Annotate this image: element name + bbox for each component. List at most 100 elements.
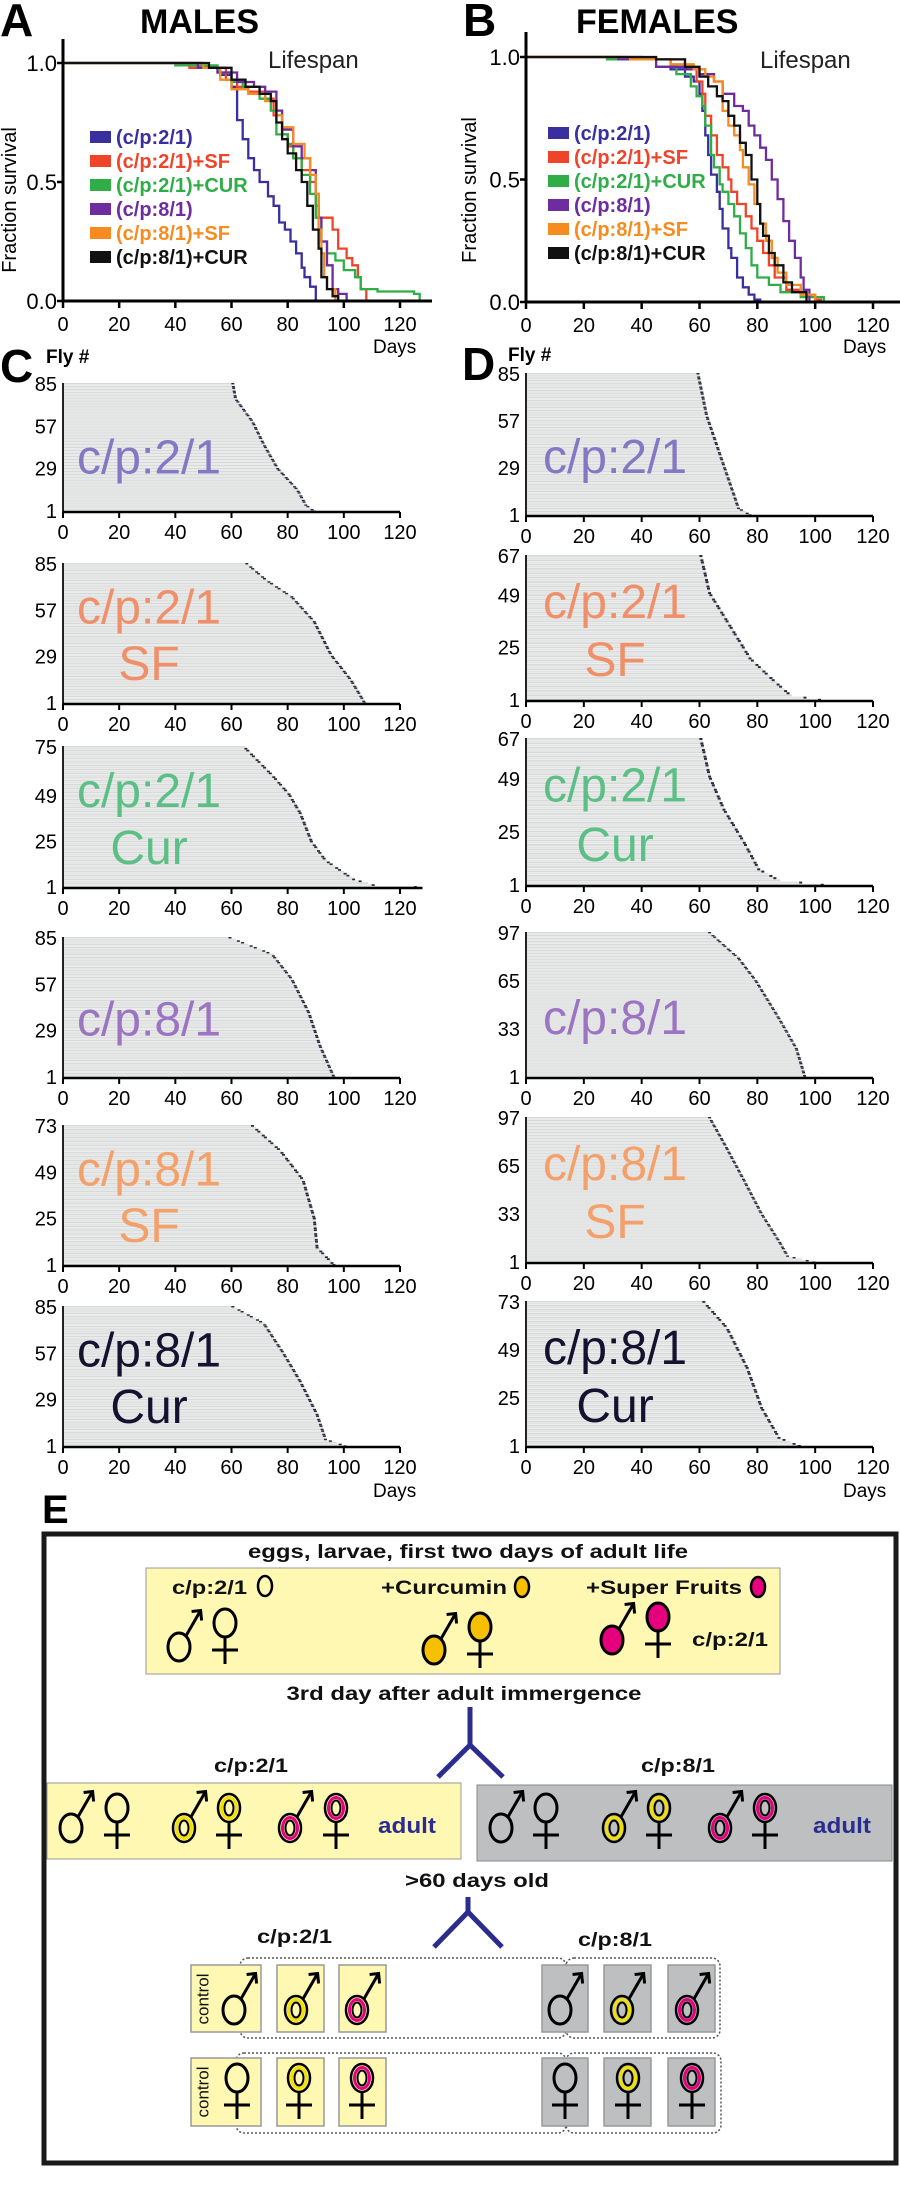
fly-bar	[526, 795, 720, 798]
death-marker	[317, 1420, 321, 1422]
male-symbol-icon	[601, 1789, 639, 1844]
fly-bar	[63, 761, 261, 763]
fly-bar	[63, 874, 350, 877]
fly-bar	[63, 946, 257, 949]
fly-bar	[526, 879, 781, 882]
death-marker	[771, 679, 775, 682]
death-marker	[292, 800, 295, 803]
fly-bar	[526, 1349, 740, 1351]
fly-bar	[63, 880, 362, 882]
fly-bar	[63, 1190, 308, 1193]
death-marker	[736, 637, 740, 640]
x-tick-label: 100	[327, 1276, 360, 1298]
death-marker	[265, 449, 269, 452]
death-marker	[286, 1159, 290, 1162]
death-marker	[792, 1443, 796, 1445]
death-marker	[303, 1005, 307, 1007]
legend-entry: (c/p:2/1)+CUR	[574, 171, 706, 193]
fly-bar	[63, 679, 353, 681]
fly-bar	[526, 1397, 760, 1399]
death-marker	[315, 1036, 319, 1039]
x-tick-label: 20	[573, 1457, 595, 1479]
fly-bar	[63, 971, 288, 974]
fly-bar	[63, 1410, 317, 1412]
cross	[646, 1822, 672, 1849]
death-marker	[708, 592, 712, 594]
death-marker	[728, 482, 732, 484]
y-tick-label: 85	[35, 554, 57, 576]
x-tick-label: 20	[108, 522, 130, 544]
death-marker	[249, 566, 253, 568]
fly-bar	[63, 1039, 320, 1042]
fly-bar	[63, 852, 322, 854]
death-marker	[288, 1364, 292, 1366]
fly-bar	[63, 1023, 315, 1025]
fly-bar	[63, 576, 265, 578]
death-marker	[305, 612, 309, 615]
x-tick-label: 20	[108, 1457, 130, 1479]
death-marker	[745, 653, 749, 656]
death-marker	[264, 1325, 268, 1328]
death-marker	[291, 1369, 295, 1371]
fly-bar	[63, 1385, 305, 1387]
fly-bar	[63, 455, 273, 458]
death-marker	[270, 1142, 274, 1145]
death-marker	[249, 1315, 253, 1318]
legend-swatch	[548, 247, 569, 259]
symbol-color-ring	[327, 1796, 345, 1820]
death-marker	[709, 594, 713, 597]
fly-bar	[63, 650, 331, 653]
fly-bar	[63, 1148, 280, 1150]
death-marker	[311, 1024, 315, 1027]
fly-bar	[63, 882, 369, 884]
death-marker	[727, 817, 731, 820]
death-marker	[720, 458, 724, 461]
death-marker	[306, 833, 310, 835]
fly-bar	[63, 594, 291, 596]
death-marker	[747, 1373, 751, 1375]
fly-bar	[63, 985, 297, 987]
fly-bar	[526, 1178, 745, 1180]
fly-bar	[526, 1038, 793, 1041]
fly-bar	[63, 749, 250, 752]
symbol-ring	[609, 1994, 635, 2026]
fly-bar	[63, 1061, 329, 1063]
death-marker	[779, 685, 783, 688]
fly-bar	[63, 471, 283, 473]
fly-bar	[63, 793, 291, 795]
death-marker	[762, 993, 766, 996]
fly-bar	[526, 1435, 780, 1437]
fly-bar	[526, 846, 749, 849]
fly-bar	[63, 1054, 326, 1057]
fly-bar	[63, 1144, 276, 1146]
fly-bar	[526, 1216, 765, 1218]
fly-bar	[526, 1259, 809, 1262]
fly-bar	[63, 489, 299, 491]
x-tick-label: 80	[746, 1457, 768, 1479]
fly-bar	[63, 802, 297, 805]
death-marker	[336, 662, 340, 665]
fly-bar	[526, 644, 744, 647]
fly-bar	[63, 699, 365, 701]
death-marker	[261, 442, 265, 444]
male-symbol-icon	[171, 1789, 209, 1844]
death-marker	[764, 1219, 767, 1221]
fly-bar	[526, 1210, 762, 1212]
fly-bar	[526, 421, 711, 424]
legend-swatch	[548, 127, 569, 139]
fly-bar	[63, 1130, 261, 1133]
death-marker	[257, 572, 261, 575]
fly-bar	[63, 483, 294, 485]
fly-bar	[526, 784, 715, 787]
symbol-inner-ring	[681, 2001, 693, 2019]
death-marker	[728, 1153, 732, 1155]
fly-bar	[526, 472, 728, 474]
fly-bar	[63, 387, 236, 389]
death-marker	[301, 817, 304, 820]
death-marker	[761, 870, 765, 873]
x-tick-label: 0	[520, 315, 531, 337]
death-marker	[707, 1307, 711, 1309]
fly-bar	[63, 810, 301, 812]
death-marker	[320, 1428, 324, 1431]
legend-swatch	[548, 223, 569, 235]
